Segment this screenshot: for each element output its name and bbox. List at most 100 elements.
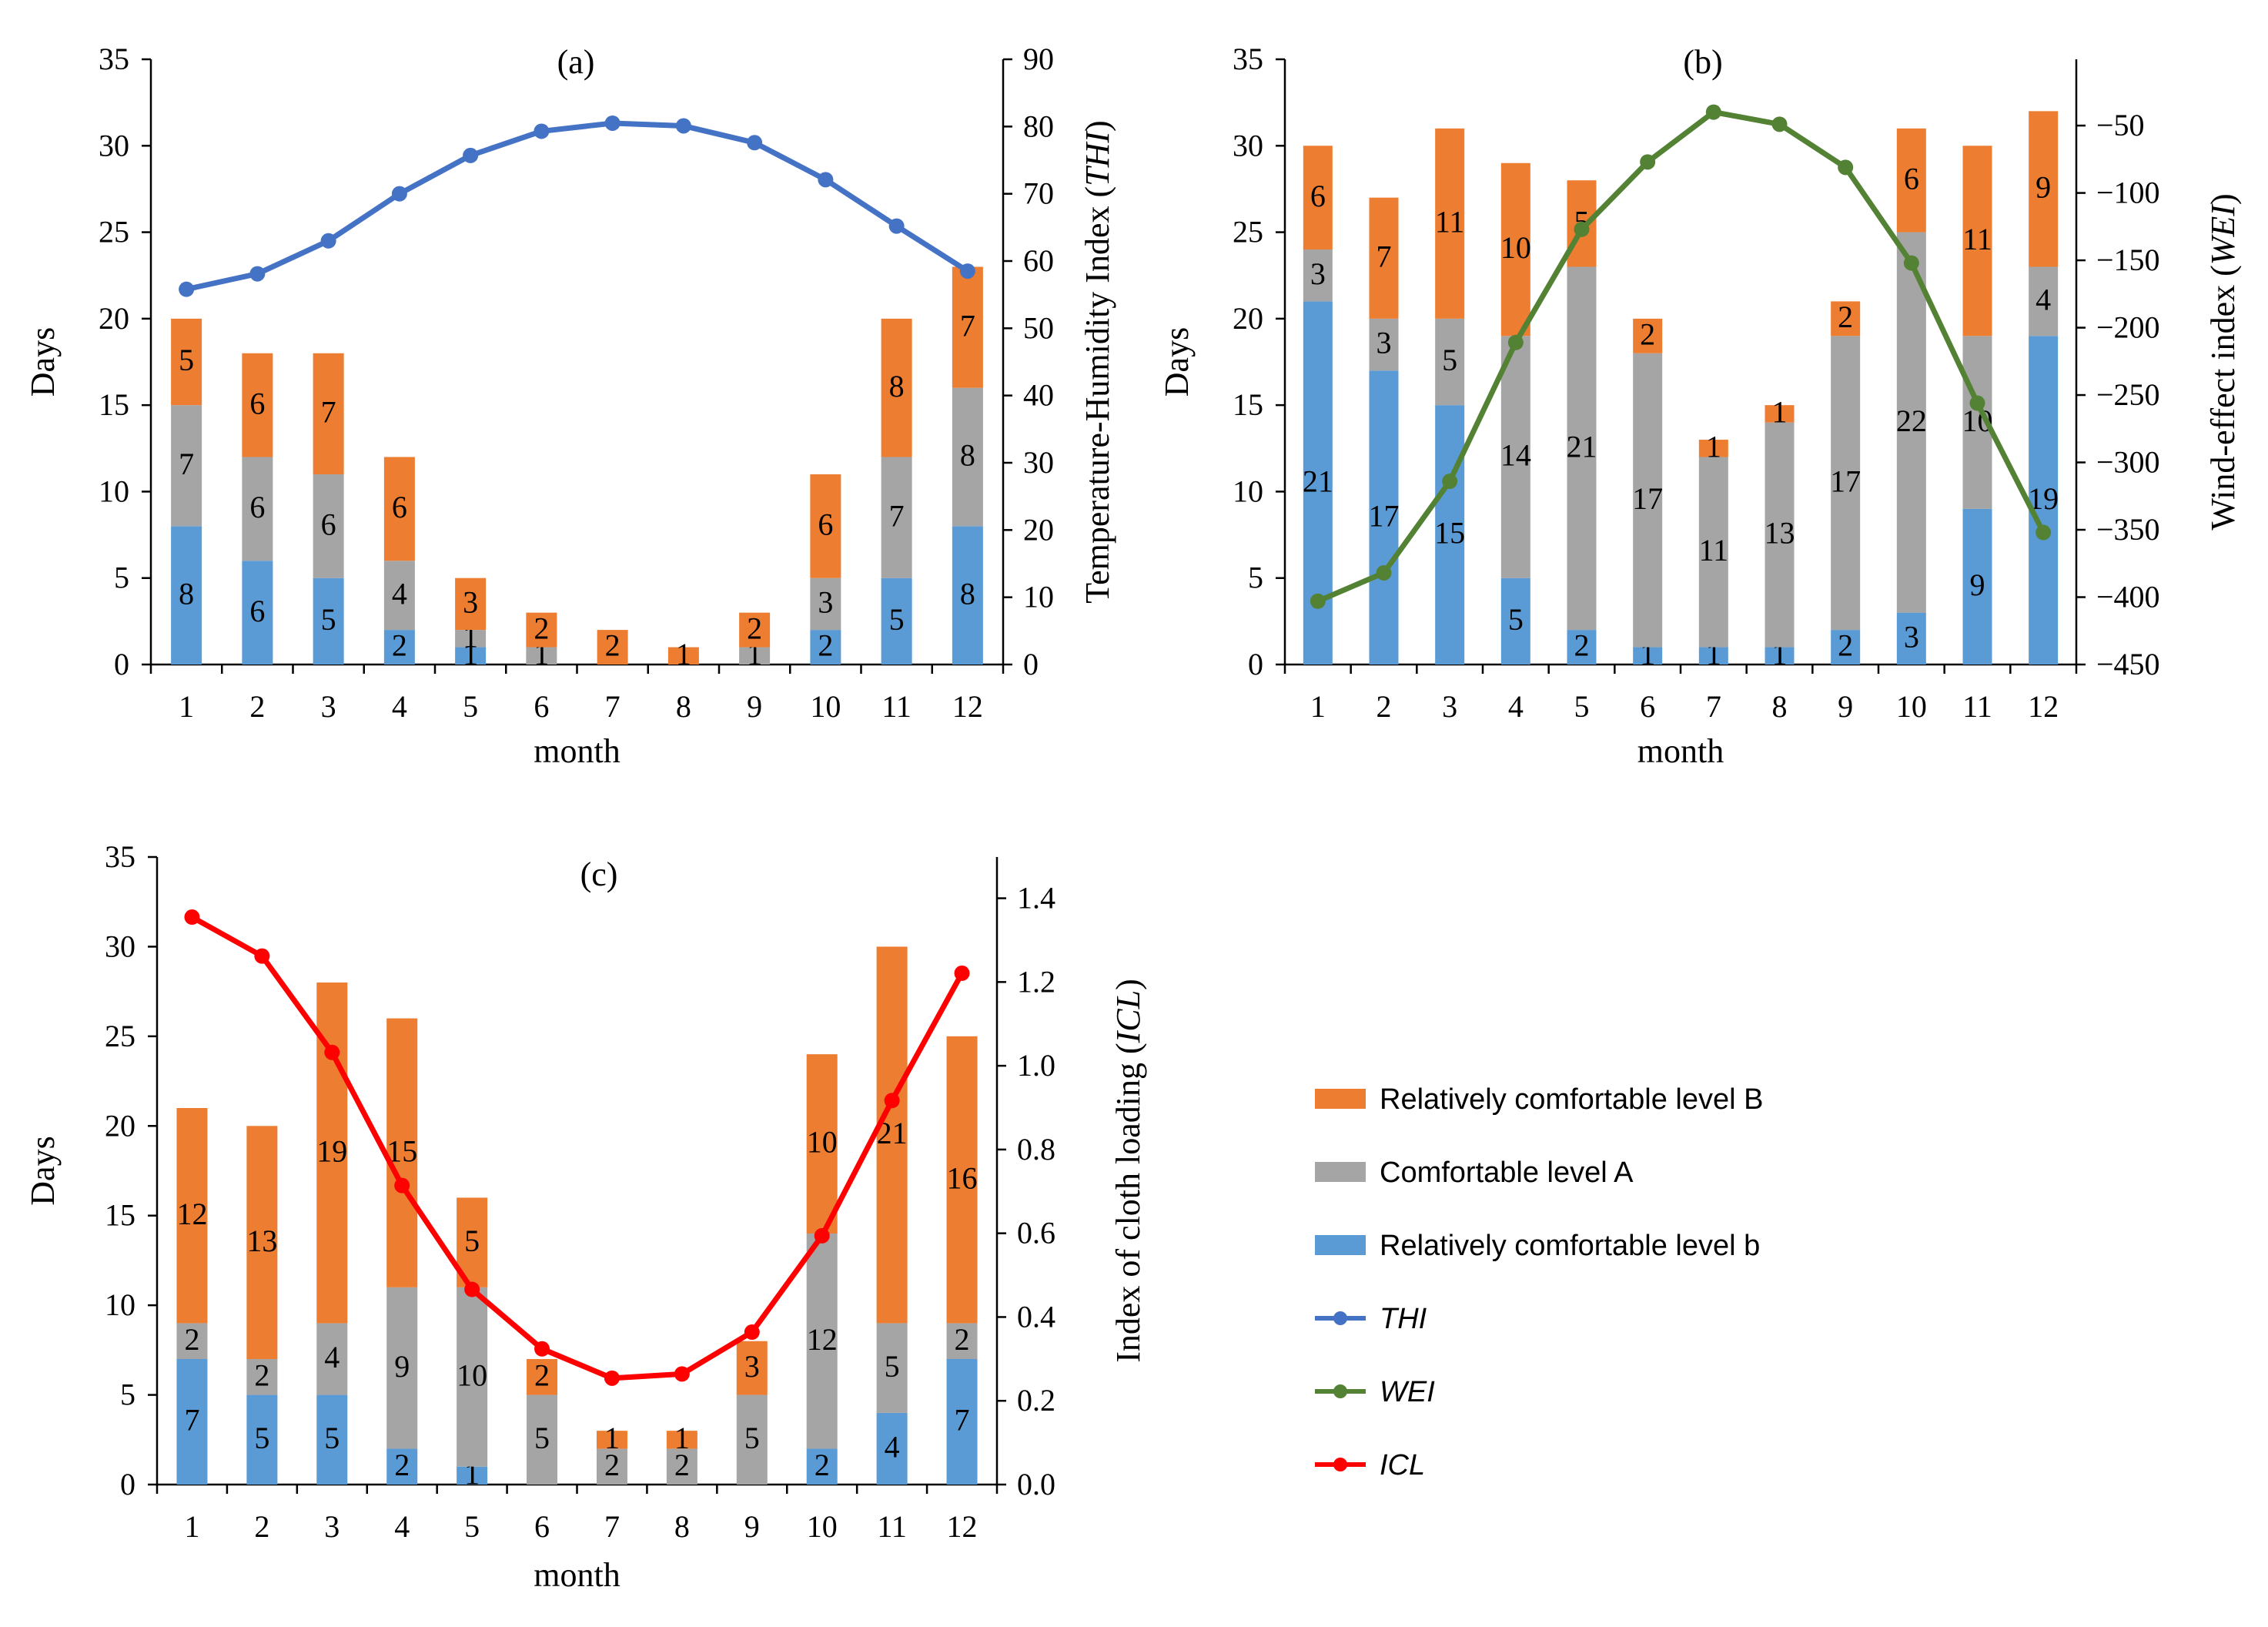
line-point-thi: [249, 266, 266, 282]
x-tick-label: 1: [184, 1509, 199, 1544]
bar-segment-label: 17: [1830, 464, 1861, 498]
legend-label: WEI: [1380, 1376, 1435, 1408]
x-tick-label: 1: [179, 689, 194, 724]
bar-segment-level-b: [2029, 336, 2059, 665]
panel-b: 05101520253035−450−400−350−300−250−200−1…: [1158, 42, 2242, 770]
bar-segment-level-b: [171, 526, 202, 665]
bar-segment-label: 7: [960, 308, 975, 343]
right-y-tick-label: 20: [1023, 512, 1054, 547]
bar-segment-level-B: [667, 647, 699, 665]
bar-segment-level-a: [1896, 232, 1926, 613]
bar-segment-level-b: [386, 1448, 418, 1485]
bar-segment-label: 2: [254, 1358, 269, 1392]
bar-segment-level-b: [876, 1412, 908, 1485]
bar-segment-label: 3: [1310, 256, 1326, 291]
line-point-icl: [464, 1281, 480, 1297]
line-point-thi: [463, 147, 479, 163]
bar-segment-label: 15: [1434, 516, 1465, 551]
bar-segment-level-B: [876, 946, 908, 1324]
bar-segment-level-a: [736, 1394, 768, 1485]
bar-segment-level-B: [1435, 128, 1465, 319]
bar-segment-level-B: [383, 457, 415, 561]
line-point-icl: [884, 1093, 900, 1109]
bar-segment-level-B: [736, 1341, 768, 1395]
legend-marker-icl: [1333, 1458, 1347, 1471]
bar-segment-label: 16: [947, 1160, 978, 1195]
bar-segment-label: 4: [392, 576, 407, 611]
bar-segment-label: 12: [176, 1197, 207, 1231]
legend-marker-thi: [1333, 1311, 1347, 1325]
bar-segment-label: 5: [464, 1224, 480, 1258]
line-point-thi: [391, 186, 407, 202]
x-tick-label: 2: [249, 689, 265, 724]
bar-segment-label: 6: [249, 594, 265, 628]
bar-segment-label: 2: [674, 1448, 690, 1482]
bar-segment-level-B: [596, 1431, 627, 1449]
legend-swatch-b: [1315, 1235, 1366, 1255]
bar-segment-level-a: [526, 647, 557, 665]
left-y-tick-label: 30: [99, 128, 129, 162]
line-series-icl: [190, 914, 965, 1381]
bar-segment-label: 2: [747, 611, 762, 645]
bar-segment-level-B: [946, 1036, 978, 1324]
bar-segment-level-b: [1567, 630, 1597, 665]
left-y-tick-label: 10: [105, 1287, 135, 1322]
bar-segment-label: 8: [960, 438, 975, 473]
bar-segment-level-a: [666, 1448, 697, 1485]
bar-segment-label: 5: [179, 343, 194, 377]
bar-segment-label: 2: [955, 1322, 970, 1357]
left-y-tick-label: 35: [1233, 42, 1263, 76]
legend-label: Relatively comfortable level B: [1380, 1083, 1763, 1116]
x-tick-label: 4: [394, 1509, 410, 1544]
bar-segment-level-b: [1962, 508, 1992, 665]
bar-segment-level-a: [876, 1323, 908, 1413]
left-y-tick-label: 5: [120, 1378, 135, 1412]
bar-segment-label: 2: [534, 611, 549, 645]
bar-segment-level-b: [176, 1359, 208, 1485]
bar-segment-label: 7: [889, 498, 905, 533]
x-axis-title: month: [534, 732, 620, 770]
x-tick-label: 9: [744, 1509, 760, 1544]
x-tick-label: 10: [807, 1509, 838, 1544]
left-y-tick-label: 20: [99, 301, 129, 336]
bar-segment-label: 1: [674, 1421, 690, 1455]
right-y-tick-label: 0.6: [1017, 1216, 1055, 1250]
line-point-thi: [320, 233, 336, 249]
right-y-axis-title: Wind-effect index (WEI): [2204, 193, 2242, 530]
bar-segment-label: 8: [179, 576, 194, 611]
bar-segment-label: 3: [744, 1349, 760, 1384]
x-tick-label: 3: [324, 1509, 340, 1544]
bar-segment-level-a: [952, 387, 983, 527]
x-tick-label: 7: [604, 1509, 620, 1544]
bar-segment-level-B: [1831, 301, 1861, 336]
bar-segment-label: 6: [1310, 179, 1326, 213]
legend-marker-wei: [1333, 1384, 1347, 1398]
line-point-thi: [747, 135, 763, 151]
bar-segment-level-a: [176, 1323, 208, 1359]
legend-label: Comfortable level A: [1380, 1157, 1634, 1189]
bar-segment-label: 2: [605, 628, 621, 663]
line-point-thi: [818, 172, 834, 188]
bar-segment-level-b: [246, 1394, 278, 1485]
bar-segment-label: 1: [1706, 429, 1721, 464]
left-y-tick-label: 35: [105, 839, 135, 874]
bar-segment-level-a: [1831, 336, 1861, 631]
x-tick-label: 12: [2028, 689, 2059, 724]
bar-segment-label: 2: [815, 1448, 830, 1482]
x-tick-label: 2: [254, 1509, 269, 1544]
bar-segment-label: 6: [818, 507, 833, 542]
line-point-wei: [1903, 255, 1919, 271]
bar-segment-label: 1: [1772, 395, 1788, 430]
left-y-tick-label: 0: [114, 647, 129, 681]
bar-segment-level-a: [596, 1448, 627, 1485]
right-y-tick-label: −350: [2096, 512, 2160, 547]
bar-segment-level-B: [1369, 197, 1399, 319]
bar-segment-label: 6: [321, 507, 336, 542]
line-point-wei: [1310, 593, 1326, 609]
bar-segment-level-a: [1369, 318, 1399, 371]
bar-segment-label: 7: [1377, 239, 1392, 273]
bar-segment-level-b: [1369, 370, 1399, 665]
bar-segment-label: 3: [1377, 326, 1392, 360]
bar-segment-label: 8: [960, 576, 975, 611]
bar-segment-level-b: [457, 1466, 488, 1485]
